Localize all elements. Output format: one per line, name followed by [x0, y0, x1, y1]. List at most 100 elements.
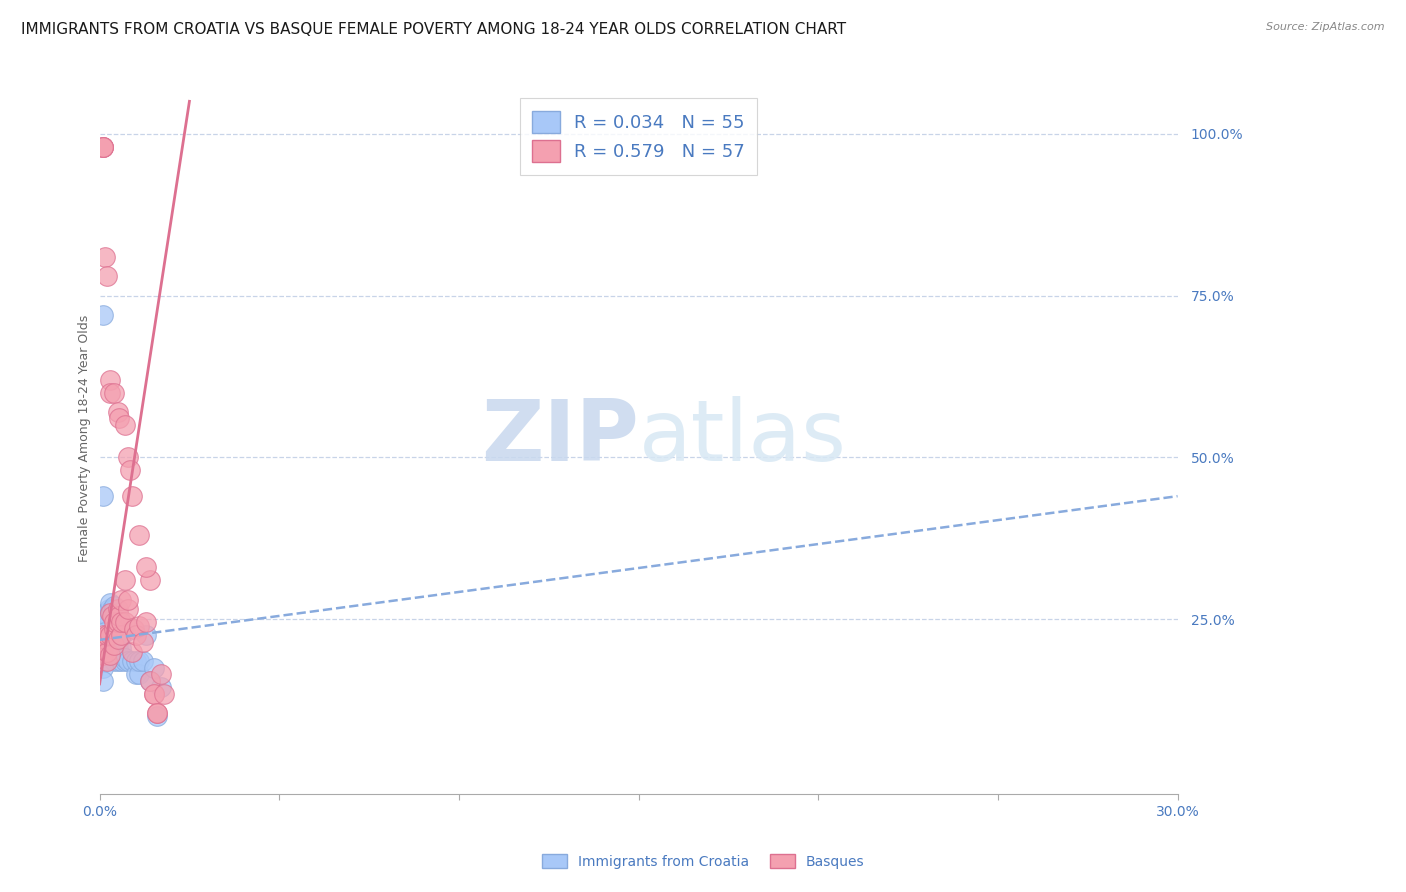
Point: [103, 654, 125, 668]
Point: [103, 648, 125, 662]
Point: [96, 654, 118, 668]
Point: [117, 450, 139, 465]
Point: [91, 628, 114, 642]
Point: [117, 602, 139, 616]
Point: [100, 638, 122, 652]
Point: [110, 648, 132, 662]
Point: [91, 673, 114, 688]
Point: [103, 599, 125, 614]
Point: [149, 667, 172, 681]
Legend: Immigrants from Croatia, Basques: Immigrants from Croatia, Basques: [536, 848, 870, 874]
Y-axis label: Female Poverty Among 18-24 Year Olds: Female Poverty Among 18-24 Year Olds: [79, 314, 91, 562]
Point: [135, 628, 157, 642]
Point: [124, 667, 146, 681]
Point: [91, 308, 114, 322]
Point: [128, 667, 150, 681]
Point: [100, 635, 122, 649]
Point: [94, 250, 117, 264]
Point: [139, 673, 162, 688]
Point: [122, 622, 145, 636]
Point: [91, 489, 114, 503]
Point: [107, 635, 129, 649]
Point: [128, 654, 150, 668]
Point: [91, 139, 114, 153]
Point: [114, 574, 136, 588]
Point: [107, 648, 129, 662]
Point: [114, 654, 136, 668]
Point: [100, 385, 122, 400]
Point: [103, 385, 125, 400]
Point: [100, 641, 122, 656]
Point: [100, 373, 122, 387]
Point: [114, 615, 136, 630]
Point: [121, 654, 143, 668]
Point: [135, 615, 157, 630]
Point: [110, 618, 132, 632]
Point: [135, 560, 157, 574]
Point: [107, 615, 129, 630]
Point: [121, 489, 143, 503]
Point: [103, 622, 125, 636]
Point: [94, 638, 117, 652]
Point: [107, 615, 129, 630]
Point: [91, 632, 114, 646]
Point: [142, 687, 165, 701]
Point: [96, 648, 118, 662]
Point: [142, 661, 165, 675]
Point: [107, 602, 129, 616]
Point: [100, 628, 122, 642]
Point: [108, 411, 131, 425]
Point: [91, 139, 114, 153]
Text: IMMIGRANTS FROM CROATIA VS BASQUE FEMALE POVERTY AMONG 18-24 YEAR OLDS CORRELATI: IMMIGRANTS FROM CROATIA VS BASQUE FEMALE…: [21, 22, 846, 37]
Point: [96, 644, 118, 658]
Point: [110, 628, 132, 642]
Point: [149, 680, 172, 694]
Point: [94, 606, 117, 620]
Point: [96, 269, 118, 284]
Point: [117, 654, 139, 668]
Point: [100, 648, 122, 662]
Point: [120, 463, 142, 477]
Point: [91, 635, 114, 649]
Point: [107, 654, 129, 668]
Point: [91, 641, 114, 656]
Point: [96, 635, 118, 649]
Point: [91, 641, 114, 656]
Point: [100, 596, 122, 610]
Text: ZIP: ZIP: [481, 396, 638, 479]
Point: [107, 405, 129, 419]
Text: Source: ZipAtlas.com: Source: ZipAtlas.com: [1267, 22, 1385, 32]
Point: [100, 606, 122, 620]
Point: [121, 644, 143, 658]
Point: [124, 628, 146, 642]
Point: [107, 632, 129, 646]
Point: [97, 602, 120, 616]
Point: [146, 706, 169, 720]
Point: [96, 654, 118, 668]
Point: [132, 635, 155, 649]
Point: [124, 654, 146, 668]
Legend: R = 0.034   N = 55, R = 0.579   N = 57: R = 0.034 N = 55, R = 0.579 N = 57: [520, 98, 758, 175]
Point: [110, 615, 132, 630]
Point: [103, 638, 125, 652]
Point: [94, 632, 117, 646]
Point: [96, 641, 118, 656]
Point: [101, 608, 124, 623]
Point: [110, 592, 132, 607]
Point: [91, 635, 114, 649]
Point: [91, 139, 114, 153]
Point: [96, 608, 118, 623]
Text: atlas: atlas: [638, 396, 846, 479]
Point: [153, 687, 176, 701]
Point: [139, 574, 162, 588]
Point: [110, 654, 132, 668]
Point: [114, 417, 136, 432]
Point: [94, 625, 117, 640]
Point: [110, 641, 132, 656]
Point: [91, 139, 114, 153]
Point: [142, 687, 165, 701]
Point: [146, 709, 169, 723]
Point: [96, 628, 118, 642]
Point: [114, 625, 136, 640]
Point: [107, 606, 129, 620]
